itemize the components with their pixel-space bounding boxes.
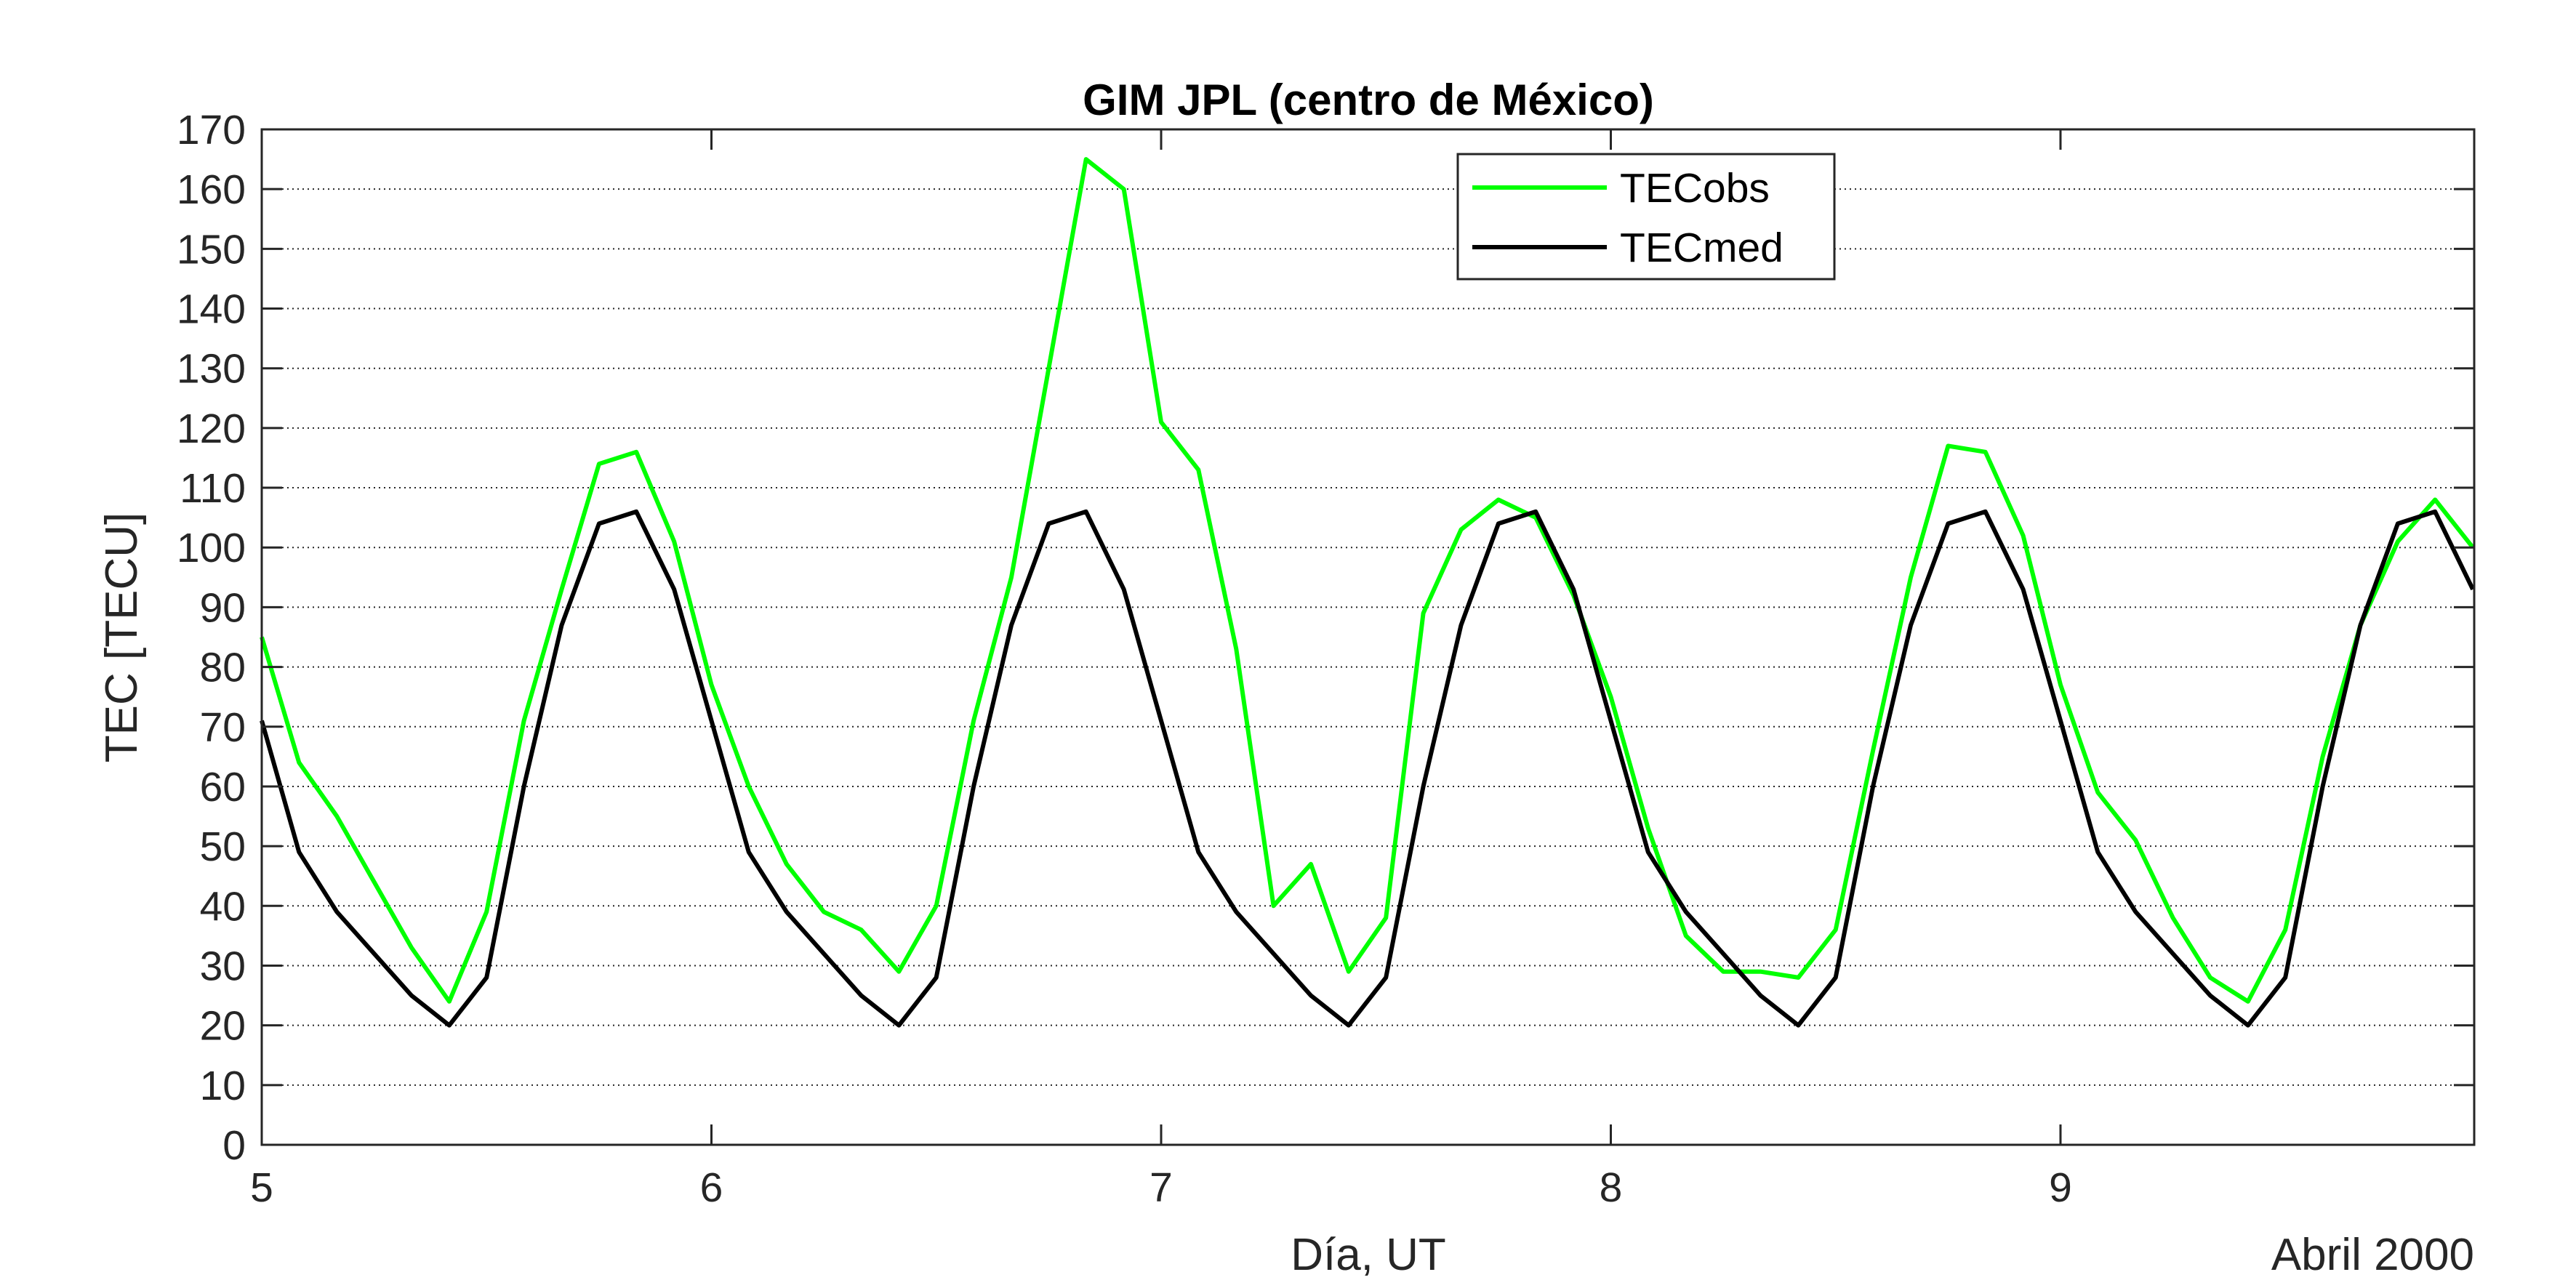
y-tick-label: 140	[177, 286, 246, 333]
y-tick-label: 170	[177, 107, 246, 153]
y-tick-label: 30	[200, 943, 246, 989]
y-tick-label: 80	[200, 645, 246, 691]
y-tick-label: 60	[200, 764, 246, 810]
y-tick-label: 50	[200, 824, 246, 870]
x-ticks: 5 6 7 8 9	[250, 129, 2072, 1211]
legend: TECobs TECmed	[1456, 153, 1836, 281]
y-tick-label: 0	[222, 1122, 246, 1169]
y-tick-label: 150	[177, 226, 246, 273]
y-tick-label: 100	[177, 525, 246, 571]
plot-area-border	[260, 128, 2476, 1146]
corner-note: Abril 2000	[2271, 1230, 2474, 1280]
series-line-tecobs	[260, 157, 2475, 1004]
y-tick-label: 40	[200, 883, 246, 930]
x-axis-title: Día, UT	[1291, 1230, 1446, 1280]
x-tick-label: 5	[250, 1164, 273, 1211]
legend-box	[1456, 153, 1836, 281]
x-tick-label: 6	[700, 1164, 723, 1211]
y-tick-label: 70	[200, 704, 246, 751]
y-tick-label: 130	[177, 346, 246, 393]
legend-label-tecobs: TECobs	[1620, 165, 1770, 212]
y-tick-label: 110	[180, 465, 246, 512]
y-tick-label: 90	[200, 584, 246, 631]
gridlines	[262, 188, 2474, 1086]
y-axis-title: TEC [TECU]	[97, 512, 147, 762]
y-tick-label: 20	[200, 1003, 246, 1050]
series-lines	[260, 157, 2475, 1028]
y-tick-label: 160	[177, 166, 246, 213]
legend-label-tecmed: TECmed	[1620, 225, 1783, 271]
y-tick-label: 120	[177, 406, 246, 452]
x-tick-label: 7	[1149, 1164, 1173, 1211]
y-tick-label: 10	[200, 1063, 246, 1109]
chart-title: GIM JPL (centro de México)	[1083, 76, 1654, 124]
series-line-tecmed	[260, 509, 2475, 1028]
y-ticks: 0 10 20 30 40 50 60 70 80 90 100 110 120 130 140 150 160…	[177, 107, 2474, 1169]
x-tick-label: 9	[2049, 1164, 2072, 1211]
x-tick-label: 8	[1600, 1164, 1623, 1211]
